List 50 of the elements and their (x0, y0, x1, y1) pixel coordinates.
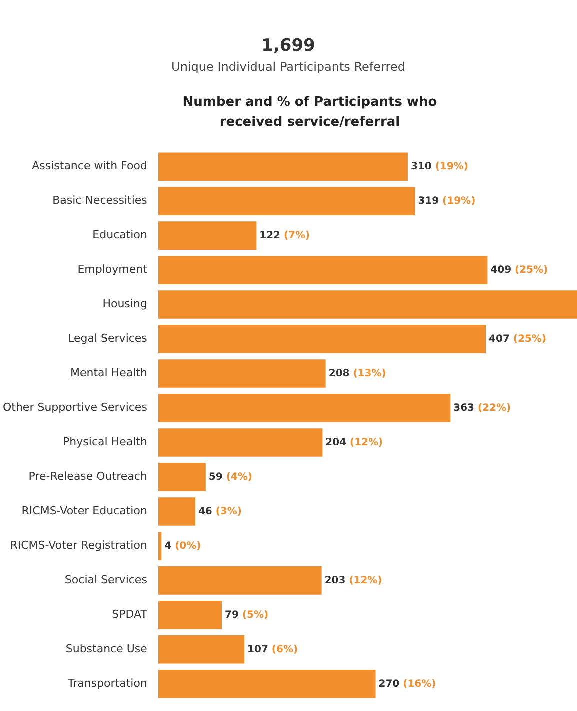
chart-title: 1,699 (260, 36, 316, 56)
data-label: 270 (16%) (378, 678, 436, 690)
data-label: 310 (19%) (410, 161, 468, 172)
y-tick-label: Basic Necessities (52, 194, 148, 208)
y-tick-label: Assistance with Food (32, 160, 148, 173)
bar (158, 290, 577, 319)
bar (158, 325, 486, 354)
data-label: 46 (3%) (198, 506, 242, 518)
chart-subtitle: Unique Individual Participants Referred (170, 60, 406, 74)
text: Number and % of Participants who received service/referral (182, 94, 438, 132)
y-tick-label: Social Services (64, 574, 148, 587)
y-tick-label: Physical Health (63, 436, 148, 449)
y-tick-label: Education (92, 228, 148, 242)
bar (158, 394, 451, 422)
bar (158, 636, 245, 664)
data-label: 79 (5%) (225, 610, 269, 621)
bar (158, 566, 322, 595)
y-tick-label: RICMS-Voter Registration (10, 539, 148, 552)
bar (158, 256, 488, 284)
y-tick-label: Legal Services (68, 332, 148, 346)
data-label: 107 (6%) (248, 644, 298, 656)
y-tick-label: Housing (102, 298, 148, 311)
bar (158, 601, 222, 630)
data-label: 59 (4%) (208, 472, 252, 483)
y-tick-label: Other Supportive Services (2, 401, 148, 414)
bar (158, 532, 162, 560)
data-label: 319 (19%) (418, 196, 476, 207)
bar (158, 428, 323, 457)
bar (158, 152, 408, 181)
y-tick-label: RICMS-Voter Education (22, 504, 148, 518)
y-tick-label: Substance Use (66, 642, 148, 656)
y-tick-label: SPDAT (112, 608, 148, 622)
data-label: 204 (12%) (326, 437, 384, 448)
bar (158, 498, 196, 526)
bar (158, 463, 206, 492)
bar (158, 222, 257, 250)
data-label: 409 (25%) (490, 264, 548, 276)
data-label: 122 (7%) (260, 230, 310, 242)
bar (158, 670, 376, 698)
data-label: 363 (22%) (454, 402, 512, 414)
y-tick-label: Pre-Release Outreach (28, 470, 148, 484)
data-label: 208 (13%) (328, 368, 386, 380)
bar (158, 187, 416, 216)
data-label: 4 (0%) (164, 540, 202, 552)
y-tick-label: Transportation (66, 677, 148, 690)
bar (158, 360, 326, 388)
data-label: 203 (12%) (324, 575, 382, 586)
y-tick-label: Employment (78, 263, 148, 276)
y-tick-label: Mental Health (70, 366, 148, 380)
data-label: 407 (25%) (489, 334, 546, 345)
